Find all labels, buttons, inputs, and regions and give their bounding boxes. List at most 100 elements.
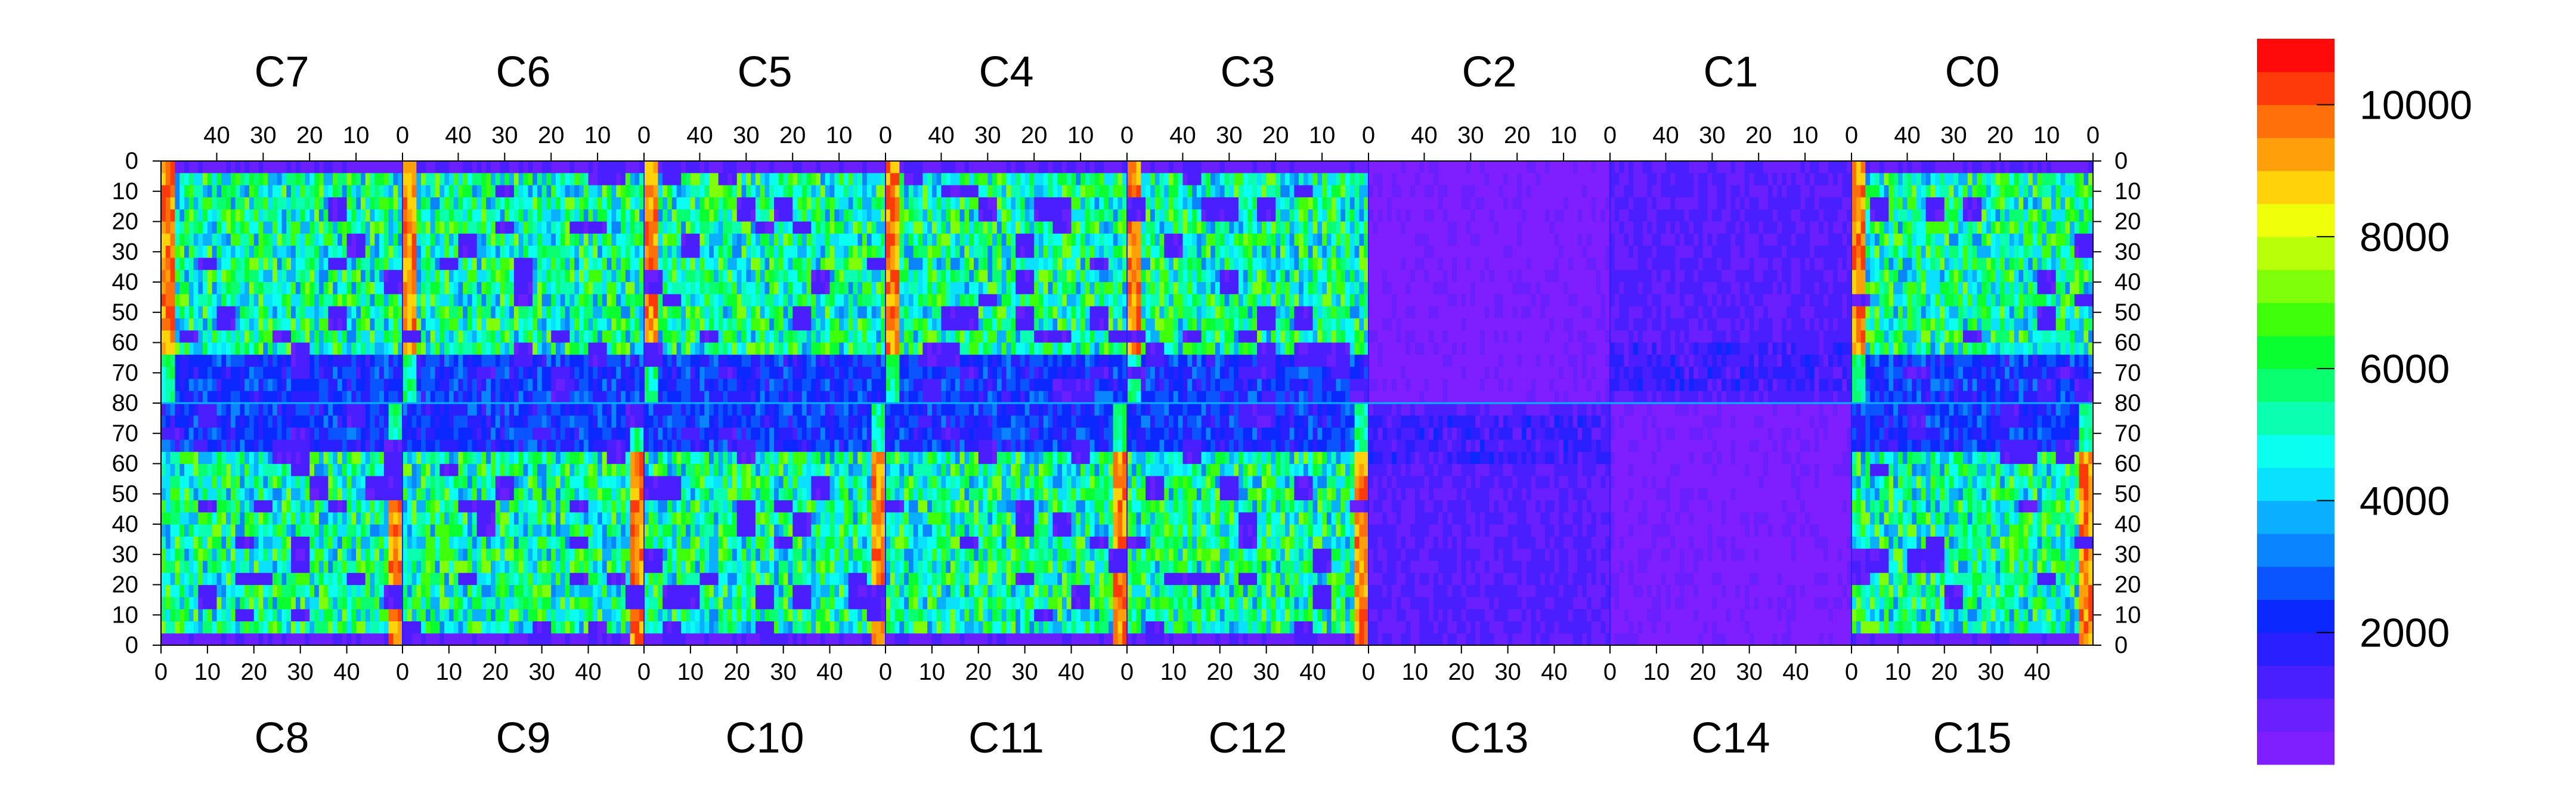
heatmap-cell <box>579 439 584 452</box>
heatmap-cell <box>374 294 379 306</box>
heatmap-cell <box>236 476 240 488</box>
heatmap-cell <box>435 173 440 185</box>
heatmap-cell <box>263 330 268 343</box>
heatmap-cell <box>426 185 431 198</box>
heatmap-cell <box>751 234 756 246</box>
heatmap-cell <box>407 222 412 234</box>
heatmap-cell <box>589 343 593 355</box>
heatmap-cell <box>254 572 259 585</box>
heatmap-cell <box>249 428 254 440</box>
heatmap-cell <box>333 246 338 258</box>
heatmap-cell <box>532 524 537 537</box>
heatmap-cell <box>407 439 412 452</box>
heatmap-cell <box>751 197 756 210</box>
heatmap-cell <box>431 561 435 573</box>
heatmap-cell <box>236 197 240 210</box>
heatmap-cell <box>379 415 384 428</box>
heatmap-cell <box>769 318 774 331</box>
heatmap-cell <box>240 549 244 561</box>
heatmap-cell <box>319 197 324 210</box>
heatmap-cell <box>542 173 547 185</box>
heatmap-cell <box>589 330 593 343</box>
heatmap-cell <box>166 246 171 258</box>
heatmap-cell <box>593 173 597 185</box>
heatmap-cell <box>203 355 208 367</box>
heatmap-cell <box>393 585 398 597</box>
heatmap-cell <box>593 572 597 585</box>
heatmap-cell <box>328 282 333 295</box>
heatmap-cell <box>361 234 366 246</box>
heatmap-cell <box>216 428 221 440</box>
heatmap-cell <box>305 343 309 355</box>
heatmap-cell <box>301 621 305 633</box>
heatmap-cell <box>384 173 389 185</box>
heatmap-cell <box>402 246 407 258</box>
heatmap-cell <box>212 561 217 573</box>
heatmap-cell <box>370 524 374 537</box>
heatmap-cell <box>244 621 249 633</box>
heatmap-cell <box>244 512 249 525</box>
heatmap-cell <box>481 379 486 391</box>
heatmap-cell <box>366 367 370 379</box>
heatmap-cell <box>356 185 361 198</box>
heatmap-cell <box>273 161 277 174</box>
heatmap-cell <box>524 294 528 306</box>
heatmap-cell <box>351 524 356 537</box>
heatmap-cell <box>621 572 626 585</box>
heatmap-cell <box>189 597 194 609</box>
heatmap-cell <box>282 476 287 488</box>
heatmap-cell <box>301 512 305 525</box>
heatmap-cell <box>416 597 421 609</box>
heatmap-cell <box>458 294 463 306</box>
heatmap-cell <box>672 185 677 198</box>
heatmap-cell <box>208 621 212 633</box>
heatmap-cell <box>221 464 226 476</box>
heatmap-cell <box>561 609 565 621</box>
heatmap-cell <box>589 161 593 174</box>
heatmap-cell <box>546 609 551 621</box>
heatmap-cell <box>338 209 342 222</box>
heatmap-cell <box>467 246 472 258</box>
heatmap-cell <box>407 572 412 585</box>
heatmap-cell <box>221 512 226 525</box>
heatmap-cell <box>691 330 695 343</box>
heatmap-cell <box>811 355 816 367</box>
heatmap-cell <box>263 524 268 537</box>
heatmap-cell <box>509 451 514 464</box>
heatmap-cell <box>528 512 532 525</box>
heatmap-cell <box>784 306 788 319</box>
heatmap-cell <box>407 197 412 210</box>
heatmap-cell <box>184 209 189 222</box>
heatmap-cell <box>597 234 602 246</box>
heatmap-cell <box>216 512 221 525</box>
heatmap-cell <box>528 609 532 621</box>
heatmap-cell <box>161 367 166 379</box>
heatmap-cell <box>481 609 486 621</box>
heatmap-cell <box>305 403 309 416</box>
heatmap-cell <box>454 173 459 185</box>
heatmap-cell <box>621 428 626 440</box>
heatmap-cell <box>732 379 737 391</box>
heatmap-cell <box>477 500 482 512</box>
heatmap-cell <box>431 343 435 355</box>
heatmap-cell <box>216 270 221 283</box>
heatmap-cell <box>463 597 467 609</box>
heatmap-cell <box>171 549 175 561</box>
heatmap-cell <box>467 209 472 222</box>
heatmap-cell <box>699 318 704 331</box>
heatmap-cell <box>524 500 528 512</box>
heatmap-cell <box>699 185 704 198</box>
heatmap-cell <box>175 343 179 355</box>
heatmap-cell <box>184 415 189 428</box>
heatmap-cell <box>342 500 347 512</box>
heatmap-cell <box>821 391 825 404</box>
heatmap-cell <box>551 391 556 404</box>
heatmap-cell <box>714 222 719 234</box>
heatmap-cell <box>477 294 482 306</box>
heatmap-cell <box>565 451 570 464</box>
heatmap-cell <box>366 500 370 512</box>
heatmap-cell <box>244 318 249 331</box>
heatmap-cell <box>467 476 472 488</box>
heatmap-cell <box>477 415 482 428</box>
heatmap-cell <box>491 197 496 210</box>
